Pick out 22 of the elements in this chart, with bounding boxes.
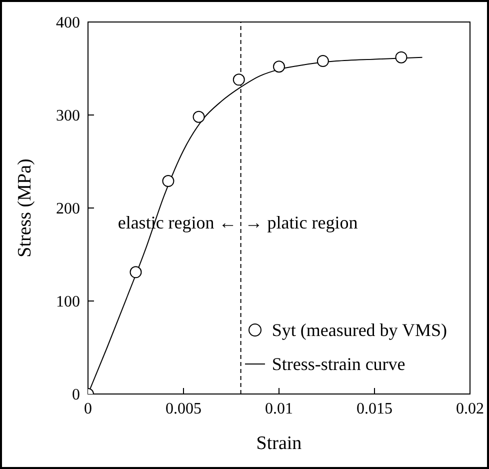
x-tick-label: 0.005 — [166, 400, 202, 418]
point — [130, 266, 142, 278]
x-axis-title: Strain — [256, 433, 302, 454]
y-tick-label: 400 — [56, 14, 80, 32]
point — [395, 51, 408, 64]
point — [162, 175, 174, 188]
legend-label: Syt (measured by VMS) — [272, 319, 447, 341]
point — [192, 110, 205, 123]
x-tick-label: 0.01 — [265, 400, 293, 418]
y-axis-title: Stress (MPa) — [14, 158, 36, 258]
x-tick-label: 0.015 — [356, 400, 392, 418]
y-tick-label: 100 — [56, 294, 80, 311]
legend-label: Stress-strain curve — [272, 353, 406, 375]
x-tick-label: 0.02 — [456, 400, 484, 418]
y-tick-label: 0 — [72, 386, 80, 404]
y-tick-label: 300 — [56, 108, 80, 125]
point — [232, 74, 245, 86]
x-tick-label: 0 — [84, 400, 92, 418]
annotation: → platic region — [244, 212, 358, 232]
y-tick-label: 200 — [56, 200, 80, 218]
point — [316, 55, 329, 68]
point — [273, 60, 285, 73]
